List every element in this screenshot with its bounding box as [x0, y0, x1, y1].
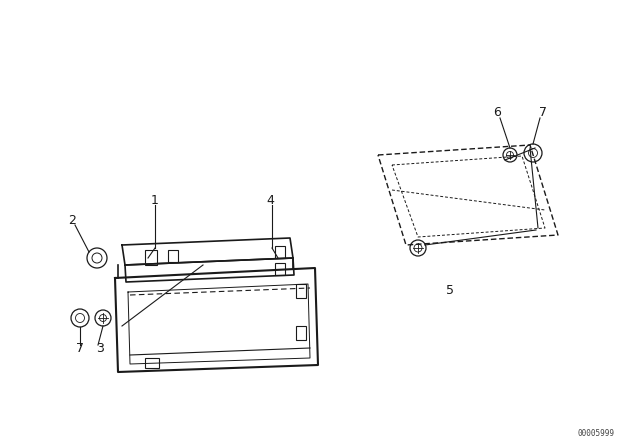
Circle shape [95, 310, 111, 326]
Circle shape [99, 314, 106, 322]
Bar [275, 246, 285, 258]
Text: 6: 6 [493, 105, 501, 119]
Text: 7: 7 [76, 341, 84, 354]
Circle shape [92, 253, 102, 263]
Circle shape [524, 144, 542, 162]
Bar [296, 326, 306, 340]
Circle shape [503, 148, 517, 162]
Text: 4: 4 [266, 194, 274, 207]
Circle shape [410, 240, 426, 256]
Text: 7: 7 [539, 105, 547, 119]
Bar [145, 250, 157, 265]
Circle shape [71, 309, 89, 327]
Text: 2: 2 [68, 214, 76, 227]
Bar [296, 284, 306, 298]
Bar [275, 263, 285, 275]
Circle shape [76, 314, 84, 323]
Circle shape [414, 244, 422, 252]
Bar [145, 358, 159, 368]
Text: 1: 1 [151, 194, 159, 207]
Text: 5: 5 [446, 284, 454, 297]
Text: 3: 3 [96, 341, 104, 354]
Circle shape [87, 248, 107, 268]
Circle shape [529, 148, 538, 158]
Text: 00005999: 00005999 [578, 429, 615, 438]
Circle shape [506, 151, 513, 159]
Bar [168, 250, 178, 262]
